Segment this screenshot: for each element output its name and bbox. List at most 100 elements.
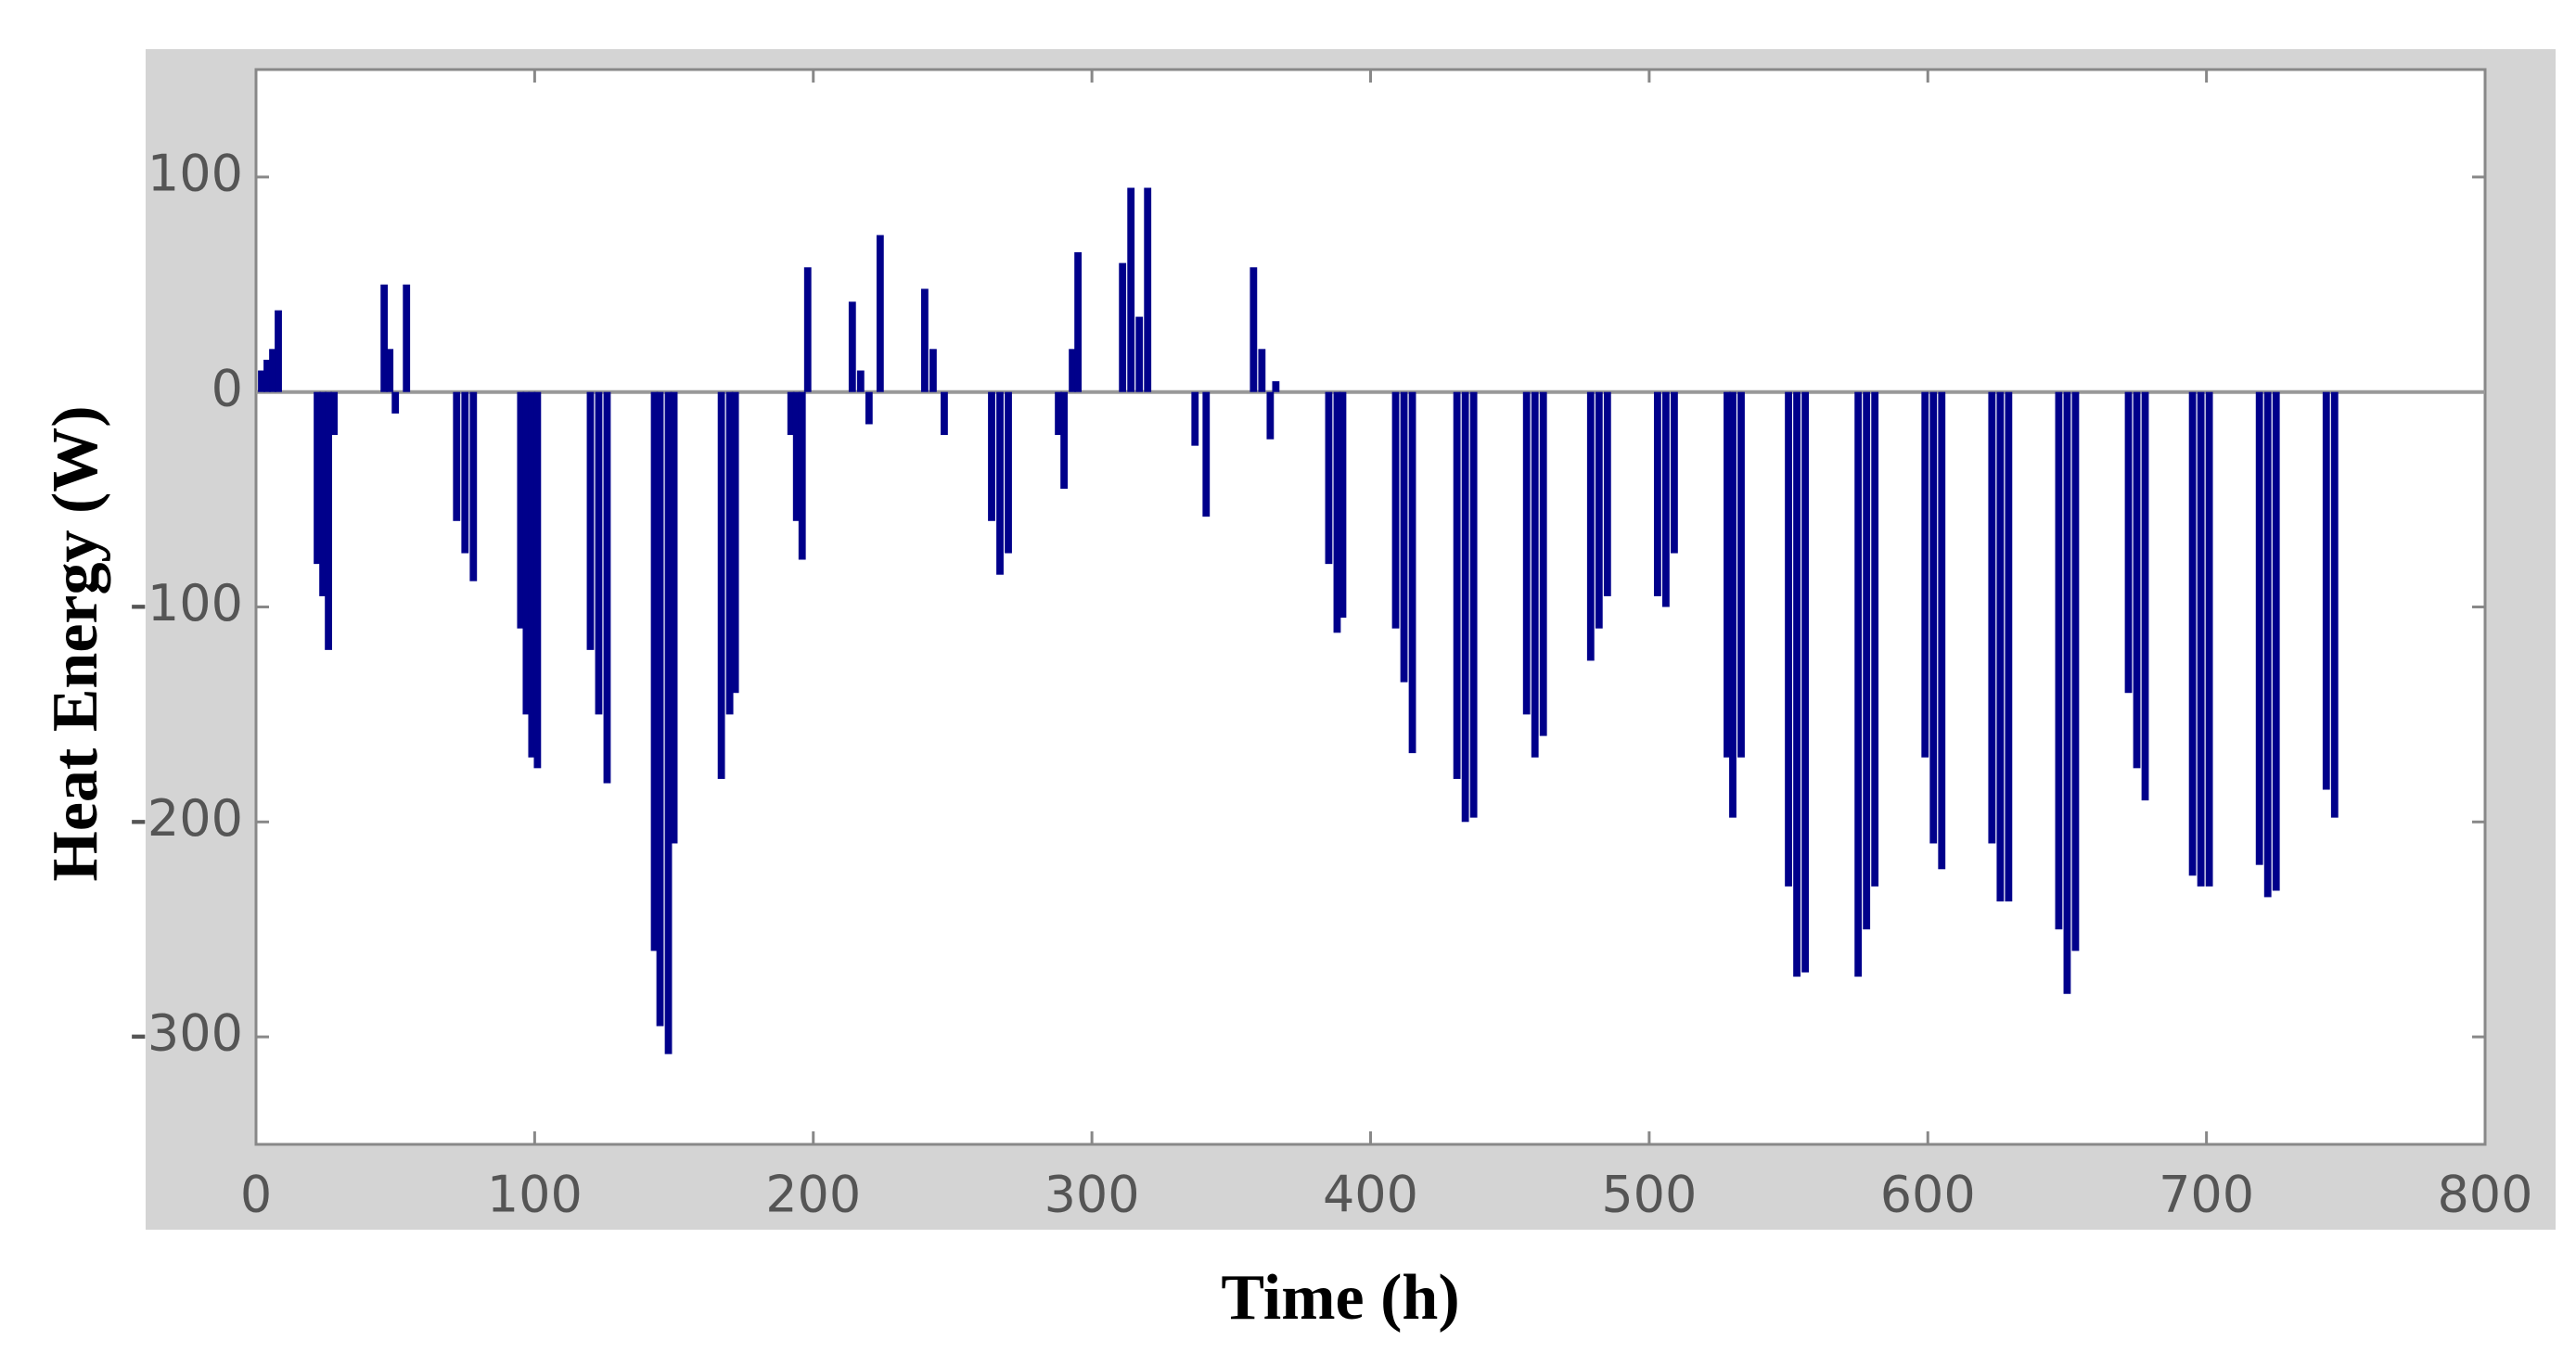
bar [1258, 349, 1266, 392]
bar [664, 391, 673, 1054]
bar [803, 267, 812, 392]
bar [929, 349, 937, 392]
bar [1391, 391, 1400, 629]
bar [1661, 391, 1670, 607]
bar [1724, 391, 1731, 758]
bar [1737, 391, 1745, 758]
x-tick-label: 500 [1601, 1166, 1697, 1224]
bar [319, 391, 327, 596]
bar [2197, 391, 2205, 887]
bar [275, 310, 282, 392]
bar [1400, 391, 1408, 683]
bar [2141, 391, 2149, 801]
bar [656, 391, 664, 1027]
bar [1801, 391, 1809, 973]
bar [269, 349, 276, 392]
y-tick-label: 0 [211, 359, 243, 417]
plot-area [254, 68, 2487, 1146]
bar [1921, 391, 1929, 758]
bar [798, 391, 806, 560]
bar [1854, 391, 1863, 977]
bar [792, 391, 801, 521]
x-tick-label: 600 [1880, 1166, 1976, 1224]
x-tick-label: 200 [765, 1166, 861, 1224]
bar [461, 391, 469, 554]
bar [1863, 391, 1871, 930]
x-tick-label: 300 [1044, 1166, 1140, 1224]
y-tick-label: -200 [129, 789, 243, 848]
bar [403, 284, 411, 392]
bar [453, 391, 461, 521]
bar [1069, 349, 1077, 392]
bar [603, 391, 611, 784]
bar [1005, 391, 1012, 554]
bar [1522, 391, 1531, 715]
bar [1938, 391, 1946, 870]
y-tick-label: 100 [147, 145, 243, 203]
x-tick-label: 100 [487, 1166, 583, 1224]
bar [2322, 391, 2330, 790]
bar [865, 391, 873, 425]
bar [996, 391, 1004, 575]
bar [1339, 391, 1347, 619]
bar [1595, 391, 1603, 629]
bar [1135, 316, 1144, 392]
bar [920, 288, 929, 392]
bar [1272, 381, 1280, 392]
bar [856, 370, 865, 392]
bar [2263, 391, 2272, 898]
bar [1988, 391, 1996, 844]
bar [469, 391, 478, 581]
bar [787, 391, 795, 436]
bar [725, 391, 734, 715]
bar [876, 235, 884, 392]
bar [1250, 267, 1258, 392]
bar [1653, 391, 1661, 596]
bar [533, 391, 542, 769]
bar [670, 391, 678, 844]
bar [988, 391, 995, 521]
bar [1144, 187, 1152, 392]
bar [1785, 391, 1792, 887]
bar [2124, 391, 2133, 694]
bar [2255, 391, 2263, 865]
bar [522, 391, 531, 715]
bar [2055, 391, 2063, 930]
bar [2063, 391, 2071, 994]
bar [2005, 391, 2013, 902]
bar [1469, 391, 1478, 818]
bar [586, 391, 595, 650]
bar [1127, 187, 1135, 392]
bar [1586, 391, 1595, 661]
x-axis-label: Time (h) [1221, 1262, 1459, 1334]
bar [1603, 391, 1611, 596]
y-tick-label: -100 [129, 574, 243, 632]
bar [1119, 262, 1127, 392]
bar [2188, 391, 2197, 876]
bar [2133, 391, 2141, 769]
bar [517, 391, 525, 629]
bar [1055, 391, 1062, 436]
x-tick-label: 0 [240, 1166, 272, 1224]
bar [528, 391, 536, 758]
bar [1996, 391, 2005, 902]
x-tick-label: 400 [1323, 1166, 1418, 1224]
bar [595, 391, 603, 715]
y-axis-label: Heat Energy (W) [40, 405, 111, 881]
y-tick-label: -300 [129, 1004, 243, 1063]
bar [1671, 391, 1678, 554]
bar [2205, 391, 2213, 887]
bar [2071, 391, 2080, 951]
bar [325, 391, 333, 650]
bar [717, 391, 725, 779]
bar [1325, 391, 1333, 565]
bar [330, 391, 339, 436]
bar [1333, 391, 1341, 633]
bar [391, 391, 400, 414]
bar [1408, 391, 1416, 754]
bar [650, 391, 659, 951]
bar [1729, 391, 1737, 818]
x-tick-label: 800 [2437, 1166, 2532, 1224]
bar [1191, 391, 1199, 446]
